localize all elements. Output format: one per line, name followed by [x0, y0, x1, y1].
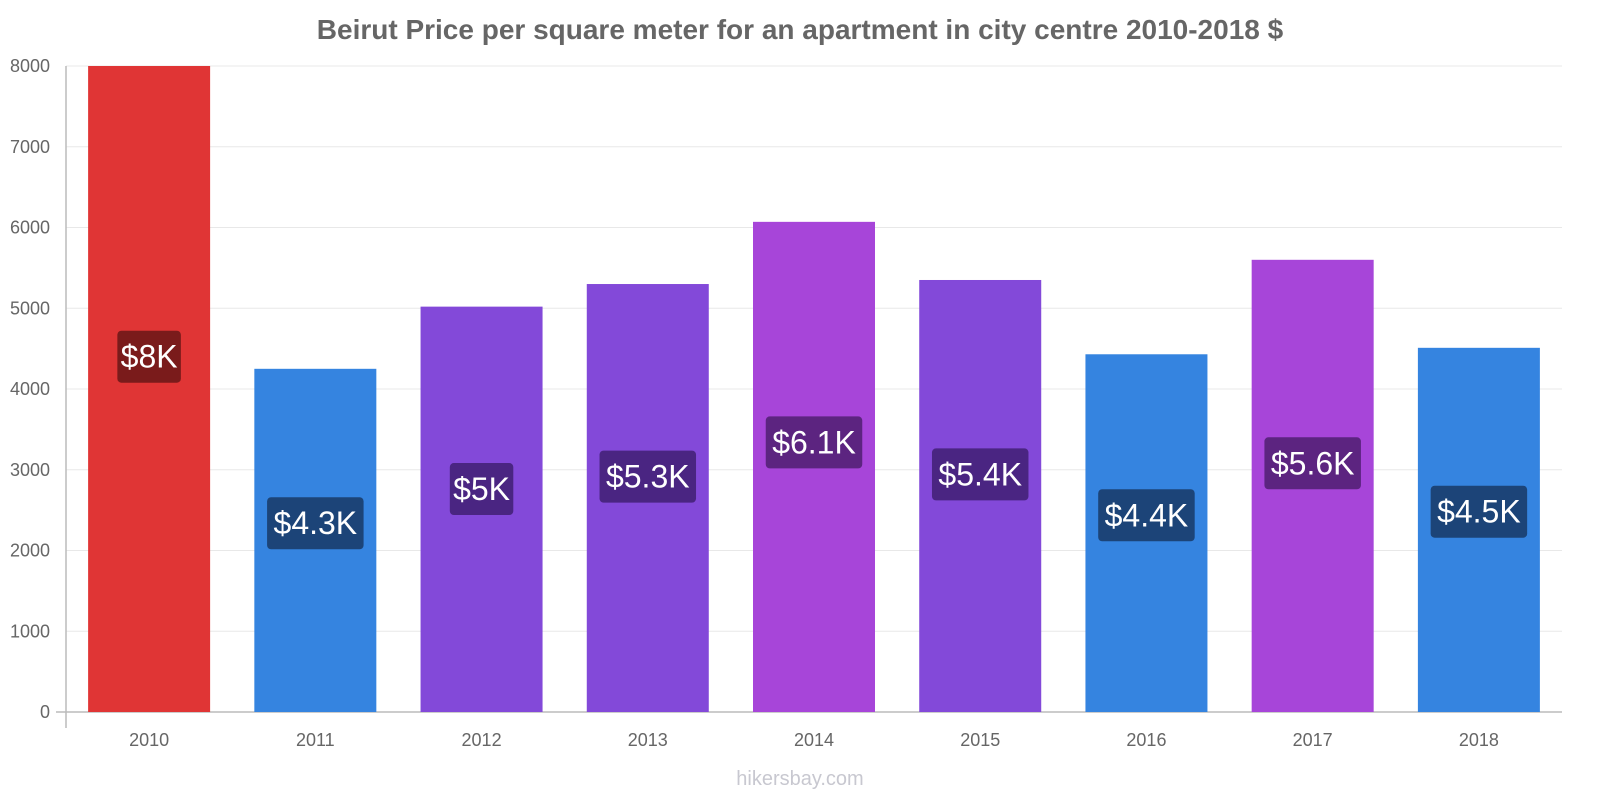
data-label-text: $4.5K — [1437, 494, 1521, 530]
y-tick-label: 8000 — [10, 56, 50, 76]
data-label-bg — [765, 416, 863, 469]
y-tick-label: 5000 — [10, 298, 50, 318]
data-label-bg — [1098, 489, 1195, 542]
y-tick-label: 3000 — [10, 460, 50, 480]
data-label-2017: $5.6K — [1264, 437, 1361, 490]
bars — [88, 66, 1540, 712]
x-tick-label: 2010 — [129, 730, 169, 750]
x-tick-label: 2011 — [296, 730, 335, 750]
data-label-2016: $4.4K — [1098, 489, 1195, 542]
y-tick-label: 2000 — [10, 541, 50, 561]
data-label-bg — [599, 450, 697, 503]
data-label-text: $5.4K — [938, 456, 1022, 492]
data-label-bg — [267, 497, 364, 550]
data-label-text: $5.3K — [606, 459, 690, 495]
x-tick-label: 2017 — [1293, 730, 1333, 750]
data-label-text: $4.3K — [274, 505, 358, 541]
data-labels: $8K $4.3K $5K $5.3K $6.1K $5.4K $4.4K $5.6K $4.5… — [117, 330, 1528, 550]
data-label-2013: $5.3K — [599, 450, 697, 503]
x-tick-label: 2012 — [462, 730, 502, 750]
data-label-bg — [1264, 437, 1361, 490]
data-label-text: $5.6K — [1271, 445, 1355, 481]
data-label-2014: $6.1K — [765, 416, 863, 469]
bar-2010 — [88, 66, 211, 712]
y-tick-label: 1000 — [10, 621, 50, 641]
data-label-bg — [449, 463, 514, 516]
x-tick-label: 2018 — [1459, 730, 1499, 750]
data-label-bg — [117, 330, 181, 383]
data-label-bg — [1430, 485, 1528, 538]
watermark: hikersbay.com — [736, 768, 864, 790]
y-tick-label: 7000 — [10, 137, 50, 157]
chart-title: Beirut Price per square meter for an apa… — [316, 14, 1284, 45]
y-tick-label: 0 — [40, 702, 50, 722]
data-label-text: $6.1K — [772, 424, 856, 460]
x-tick-label: 2014 — [794, 730, 834, 750]
data-label-text: $4.4K — [1105, 497, 1189, 533]
data-label-bg — [931, 448, 1029, 501]
data-label-2011: $4.3K — [267, 497, 364, 550]
y-tick-label: 6000 — [10, 218, 50, 238]
x-tick-label: 2013 — [628, 730, 668, 750]
data-label-2012: $5K — [449, 463, 514, 516]
tick-labels: 0 1000 2000 3000 4000 5000 6000 7000 8000 2010 201… — [10, 56, 1499, 750]
data-label-2018: $4.5K — [1430, 485, 1528, 538]
data-label-text: $5K — [453, 471, 510, 507]
x-tick-label: 2015 — [960, 730, 1000, 750]
y-tick-label: 4000 — [10, 379, 50, 399]
data-label-text: $8K — [121, 339, 178, 375]
x-tick-label: 2016 — [1126, 730, 1166, 750]
data-label-2010: $8K — [117, 330, 181, 383]
data-label-2015: $5.4K — [931, 448, 1029, 501]
